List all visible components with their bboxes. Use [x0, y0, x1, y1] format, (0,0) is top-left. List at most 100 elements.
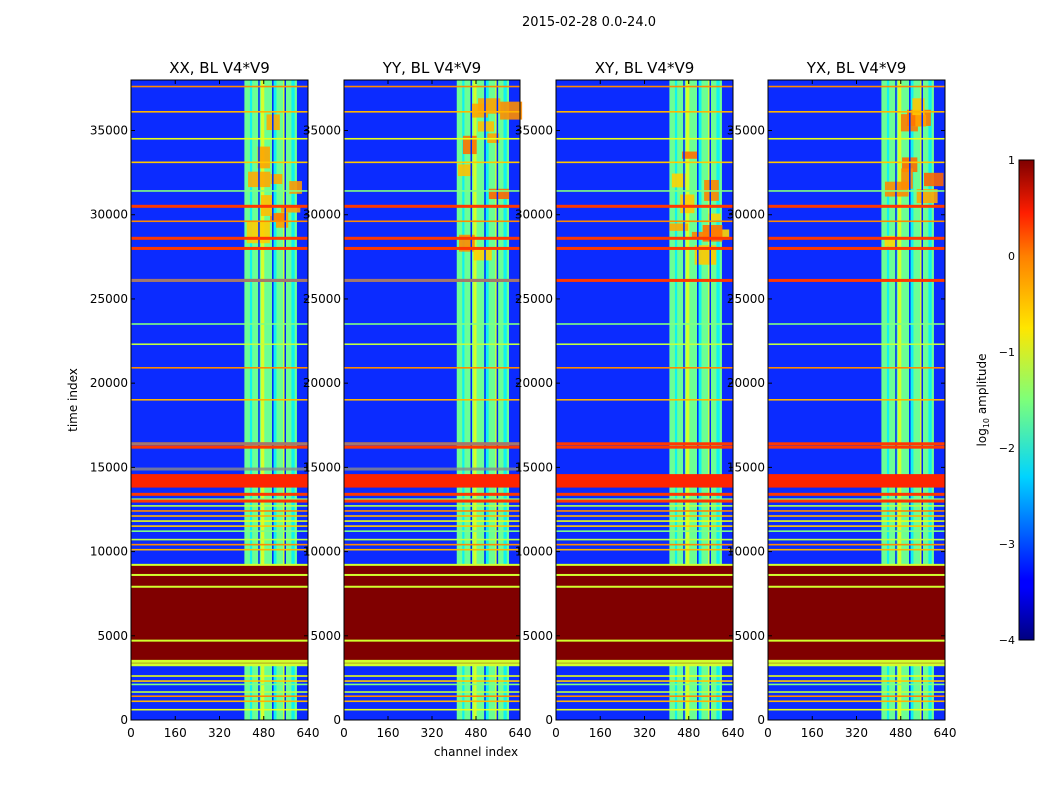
- saturated-edge-line: [131, 663, 308, 667]
- y-tick-label: 5000: [97, 629, 128, 643]
- time-line: [344, 680, 520, 682]
- time-line: [131, 708, 308, 711]
- saturated-edge-line: [768, 563, 945, 566]
- band-patch: [680, 194, 695, 214]
- time-line: [768, 538, 945, 541]
- band-patch: [477, 121, 494, 132]
- x-tick-label: 320: [845, 726, 868, 740]
- time-line: [344, 520, 520, 522]
- time-line: [131, 161, 308, 164]
- flag-line: [131, 246, 308, 250]
- time-line: [131, 515, 308, 517]
- saturated-edge-line: [344, 563, 520, 566]
- flag-line: [131, 236, 308, 240]
- time-line: [768, 700, 945, 703]
- grey-band: [344, 278, 520, 282]
- flag-line: [131, 204, 308, 208]
- band-patch: [462, 135, 477, 155]
- flag-line: [344, 246, 520, 250]
- flag-line: [344, 499, 520, 503]
- time-line: [344, 515, 520, 517]
- x-tick-label: 0: [764, 726, 772, 740]
- panel-1-title: XX, BL V4*V9: [169, 59, 270, 77]
- saturated-block: [131, 565, 308, 587]
- band-patch: [281, 205, 301, 213]
- x-tick-label: 160: [589, 726, 612, 740]
- time-line: [131, 525, 308, 527]
- colorbar-tick-label: 0: [1008, 250, 1015, 263]
- saturated-edge-line: [344, 639, 520, 642]
- panel-1-image: 0 160 320 480 640 0 5000 10000 15000 20000 25000 30…: [90, 79, 319, 740]
- time-line: [344, 190, 520, 192]
- time-line: [556, 538, 733, 541]
- grey-band: [131, 278, 308, 282]
- time-line: [131, 367, 308, 369]
- band-patch: [289, 181, 302, 194]
- saturated-edge-line: [768, 573, 945, 576]
- y-tick-label: 25000: [303, 292, 341, 306]
- y-tick-label: 25000: [515, 292, 553, 306]
- time-line: [344, 538, 520, 541]
- colorbar-tick-label: −4: [999, 634, 1015, 647]
- panel-3-image: 0 160 320 480 640 0 5000 10000 15000 20000 25000 30…: [515, 79, 745, 740]
- colorbar-tick-label: −3: [999, 538, 1015, 551]
- saturated-block: [556, 640, 733, 656]
- flag-line: [768, 442, 945, 446]
- time-line: [556, 161, 733, 164]
- flag-line: [131, 445, 308, 449]
- y-tick-label: 5000: [522, 629, 553, 643]
- flag-line: [768, 236, 945, 240]
- time-line: [556, 220, 733, 223]
- y-tick-label: 25000: [727, 292, 765, 306]
- time-line: [344, 220, 520, 223]
- x-tick-label: 640: [722, 726, 745, 740]
- time-line: [131, 399, 308, 401]
- flagged-block: [344, 474, 520, 488]
- time-line: [344, 543, 520, 546]
- x-tick-label: 480: [677, 726, 700, 740]
- time-line: [556, 525, 733, 527]
- time-line: [768, 691, 945, 693]
- time-line: [344, 505, 520, 507]
- time-line: [768, 161, 945, 164]
- time-line: [131, 520, 308, 522]
- colorbar-tick-label: −2: [999, 442, 1015, 455]
- time-line: [344, 708, 520, 711]
- time-line: [768, 515, 945, 517]
- grey-band: [344, 467, 520, 471]
- band-patch: [270, 213, 285, 222]
- y-tick-label: 30000: [90, 208, 128, 222]
- flag-line: [344, 236, 520, 240]
- saturated-edge-line: [131, 563, 308, 566]
- time-line: [556, 695, 733, 698]
- colorbar-gradient: [1018, 159, 1035, 641]
- flag-line: [556, 445, 733, 449]
- band-patch: [473, 247, 492, 261]
- time-line: [344, 530, 520, 532]
- saturated-edge-line: [131, 573, 308, 576]
- y-tick-label: 10000: [727, 545, 765, 559]
- panel-4-title: YX, BL V4*V9: [806, 59, 907, 77]
- colorbar: log10 amplitude: [975, 159, 1035, 641]
- saturated-edge-line: [768, 639, 945, 642]
- time-line: [768, 323, 945, 325]
- time-line: [768, 220, 945, 223]
- y-tick-label: 20000: [303, 376, 341, 390]
- y-tick-label: 0: [545, 713, 553, 727]
- y-tick-label: 0: [120, 713, 128, 727]
- time-line: [344, 161, 520, 164]
- flagged-block: [768, 474, 945, 488]
- flag-line: [131, 492, 308, 496]
- time-line: [131, 111, 308, 113]
- time-line: [344, 548, 520, 551]
- band-patch: [901, 168, 913, 189]
- time-line: [768, 111, 945, 113]
- y-axis-label: time index: [66, 368, 80, 432]
- time-line: [556, 680, 733, 682]
- time-line: [344, 343, 520, 346]
- saturated-edge-line: [344, 659, 520, 663]
- saturated-edge-line: [131, 659, 308, 663]
- saturated-edge-line: [768, 659, 945, 663]
- x-tick-label: 320: [208, 726, 231, 740]
